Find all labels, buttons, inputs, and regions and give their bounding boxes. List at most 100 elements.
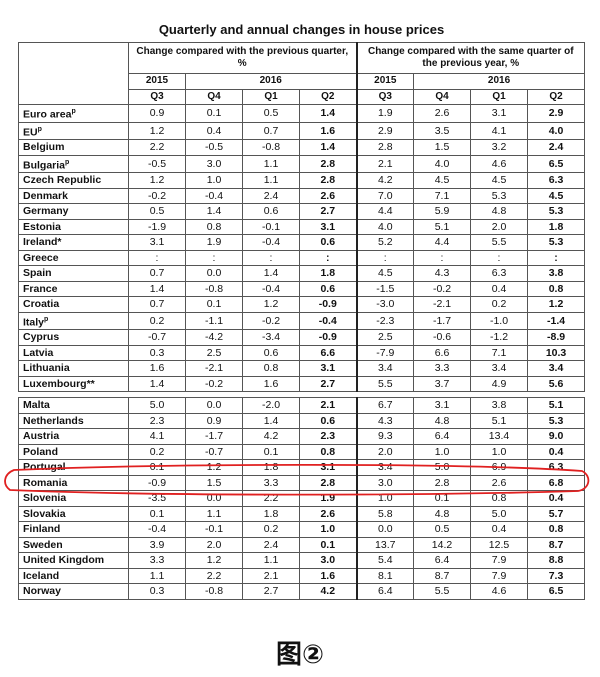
data-row: Spain 0.7 0.0 1.4 1.8 4.5 4.3 6.3 3.8 [18,265,586,282]
value-cell: -0.8 [242,139,300,156]
value-cell: -2.0 [242,397,300,414]
country-name: Slovakia [23,507,66,520]
data-row: Denmark -0.2 -0.4 2.4 2.6 7.0 7.1 5.3 4.5 [18,187,586,204]
data-row: Malta 5.0 0.0 -2.0 2.1 6.7 3.1 3.8 5.1 [18,397,586,414]
value-cell: 0.3 [128,583,186,600]
country-name: EU [23,126,38,138]
value-cell: 1.4 [242,412,300,429]
country-note: p [71,108,76,115]
value-cell: -2.1 [413,296,472,313]
country-name: Portugal [23,461,66,474]
value-cell: -0.8 [185,280,243,297]
data-row: Germany 0.5 1.4 0.6 2.7 4.4 5.9 4.8 5.3 [18,203,586,220]
value-cell: 4.0 [527,121,586,140]
value-cell: 4.5 [527,187,586,204]
value-cell: 0.2 [128,443,186,460]
country-cell: EUp [18,121,129,140]
country-name: Luxembourg** [23,377,95,390]
data-row: Czech Republic 1.2 1.0 1.1 2.8 4.2 4.5 4.5 6.3 [18,172,586,189]
country-cell: Norway [18,583,129,600]
value-cell: -0.5 [128,154,186,173]
country-name: Latvia [23,346,54,359]
value-cell: 2.6 [413,104,472,123]
country-name: Netherlands [23,414,84,427]
country-name: Estonia [23,220,61,233]
value-cell: 4.6 [470,154,529,173]
value-cell: 4.5 [470,172,529,189]
value-cell: 7.9 [470,567,529,584]
value-cell: 2.1 [355,154,415,173]
data-row: Norway 0.3 -0.8 2.7 4.2 6.4 5.5 4.6 6.5 [18,583,586,600]
value-cell: 5.6 [527,375,586,392]
country-cell: Euro areap [18,104,129,123]
value-cell: 0.8 [298,443,358,460]
data-row: Latvia 0.3 2.5 0.6 6.6 -7.9 6.6 7.1 10.3 [18,344,586,361]
country-name: Slovenia [23,492,67,505]
value-cell: 6.3 [527,172,586,189]
country-name: Belgium [23,141,65,154]
value-cell: 3.4 [355,459,415,476]
value-cell: 3.1 [413,397,472,414]
country-name: United Kingdom [23,554,105,567]
section-gap [18,391,585,398]
value-cell: 0.9 [185,412,243,429]
value-cell: 5.5 [355,375,415,392]
data-row: Finland -0.4 -0.1 0.2 1.0 0.0 0.5 0.4 0.8 [18,521,586,538]
data-row: Italyp 0.2 -1.1 -0.2 -0.4 -2.3 -1.7 -1.0 -1.4 [18,311,586,330]
value-cell: 5.3 [470,187,529,204]
value-cell: -4.2 [185,329,243,346]
value-cell: -0.4 [298,311,358,330]
value-cell: 8.7 [527,536,586,553]
group-header: Change compared with the same quarter of… [355,42,586,74]
country-cell: Denmark [18,187,129,204]
country-cell: Luxembourg** [18,375,129,392]
value-cell: 0.8 [527,521,586,538]
country-name: Austria [23,430,60,443]
value-cell: 6.4 [355,583,415,600]
country-name: Finland [23,523,61,536]
data-row: Euro areap 0.9 0.1 0.5 1.4 1.9 2.6 3.1 2.9 [18,104,586,123]
value-cell: 3.5 [413,121,472,140]
value-cell: -0.2 [242,311,300,330]
value-cell: -1.5 [355,280,415,297]
data-row: Bulgariap -0.5 3.0 1.1 2.8 2.1 4.0 4.6 6.5 [18,154,586,173]
caption: 图② [275,640,324,670]
value-cell: 2.7 [242,583,300,600]
country-name: Malta [23,399,50,412]
value-cell: 1.4 [298,104,358,123]
data-row: France 1.4 -0.8 -0.4 0.6 -1.5 -0.2 0.4 0.8 [18,280,586,297]
year-row: 2015 2016 2015 2016 [19,73,586,90]
value-cell: 0.3 [128,344,186,361]
country-name: Denmark [23,189,68,202]
country-name: Norway [23,585,61,598]
data-row: Netherlands 2.3 0.9 1.4 0.6 4.3 4.8 5.1 5.3 [18,412,586,429]
value-cell: 6.5 [527,154,586,173]
country-name: Italy [23,316,45,328]
value-cell: 4.0 [413,154,472,173]
value-cell: 4.4 [355,203,415,220]
value-cell: 0.2 [470,296,529,313]
data-row: Croatia 0.7 0.1 1.2 -0.9 -3.0 -2.1 0.2 1.2 [18,296,586,313]
table-title: Quarterly and annual changes in house pr… [158,22,445,37]
country-name: Lithuania [23,362,70,375]
value-cell: 5.5 [413,583,472,600]
value-cell: 0.4 [527,443,586,460]
value-cell: -0.8 [185,583,243,600]
value-cell: 0.6 [242,344,300,361]
value-cell: 0.1 [185,296,243,313]
value-cell: 6.6 [298,344,358,361]
value-cell: 5.4 [355,552,415,569]
value-cell: 2.6 [470,474,529,491]
country-name: Euro area [23,108,72,121]
value-cell: 0.4 [470,280,529,297]
data-row: Ireland* 3.1 1.9 -0.4 0.6 5.2 4.4 5.5 5.3 [18,234,586,251]
value-cell: 2.0 [470,218,529,235]
value-cell: 3.8 [527,265,586,282]
country-name: Czech Republic [23,174,102,187]
country-name: Poland [23,445,59,458]
value-cell: 4.5 [355,265,415,282]
value-cell: -0.2 [185,375,243,392]
country-cell: Germany [18,203,129,220]
data-row: EUp 1.2 0.4 0.7 1.6 2.9 3.5 4.1 4.0 [18,121,586,140]
